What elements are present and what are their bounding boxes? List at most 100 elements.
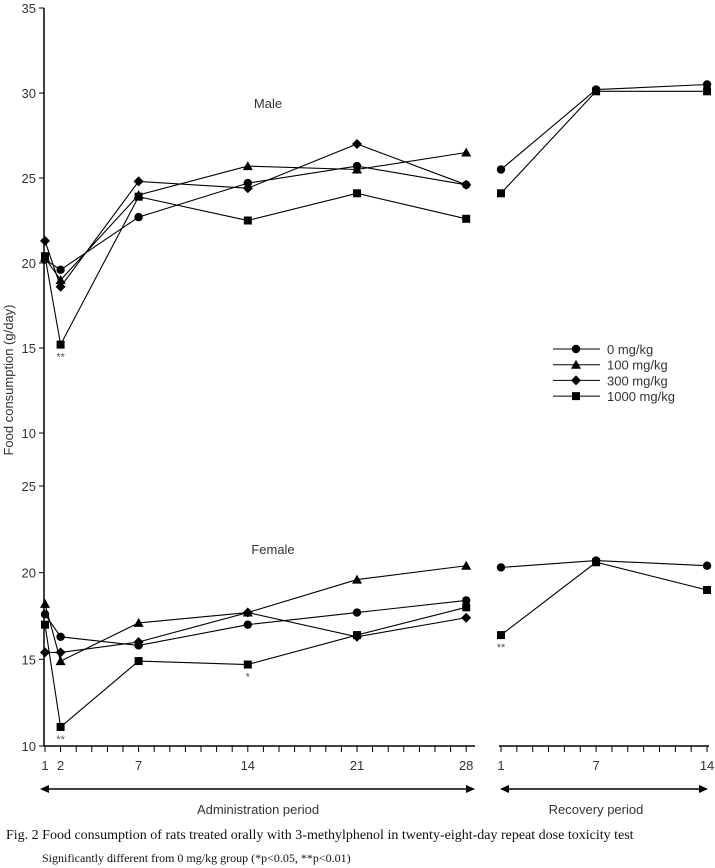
data-point-0-mg-kg bbox=[56, 265, 65, 274]
data-point-1000-mg-kg bbox=[243, 216, 252, 225]
x-tick-label: 1 bbox=[41, 758, 48, 773]
recovery-period-label: Recovery period bbox=[549, 802, 644, 817]
data-point-100-mg-kg bbox=[352, 164, 362, 174]
data-point-recovery-0-mg-kg bbox=[496, 563, 506, 572]
significance-mark: ** bbox=[56, 734, 65, 746]
data-point-300-mg-kg bbox=[40, 647, 50, 658]
data-point-1000-mg-kg bbox=[56, 722, 65, 731]
data-point-recovery-0-mg-kg bbox=[496, 165, 506, 174]
y-tick-label: 20 bbox=[22, 566, 36, 581]
significance-mark: ** bbox=[497, 642, 506, 654]
x-tick-label: 28 bbox=[459, 758, 473, 773]
series-line-recovery-0-mg-kg bbox=[500, 83, 708, 170]
recovery-arrow-right bbox=[699, 785, 708, 793]
y-tick-label: 20 bbox=[22, 256, 36, 271]
data-point-recovery-1000-mg-kg bbox=[497, 189, 505, 198]
series-line-100-mg-kg bbox=[44, 151, 467, 281]
data-point-recovery-1000-mg-kg bbox=[497, 631, 505, 640]
legend-label: 0 mg/kg bbox=[607, 342, 653, 357]
data-point-100-mg-kg bbox=[55, 275, 66, 284]
data-point-0-mg-kg bbox=[352, 608, 362, 617]
y-tick-label: 10 bbox=[22, 426, 36, 441]
y-tick-label: 15 bbox=[22, 652, 36, 667]
x-tick-label: 7 bbox=[592, 758, 599, 773]
series-line-300-mg-kg bbox=[45, 611, 467, 653]
legend-label: 1000 mg/kg bbox=[607, 389, 675, 404]
y-tick-label: 35 bbox=[22, 1, 36, 16]
data-point-300-mg-kg bbox=[242, 183, 253, 194]
data-point-1000-mg-kg bbox=[243, 660, 252, 669]
legend-marker bbox=[571, 344, 581, 354]
legend-marker bbox=[571, 375, 581, 386]
data-point-recovery-0-mg-kg bbox=[702, 561, 712, 570]
data-point-100-mg-kg bbox=[40, 598, 50, 608]
data-point-0-mg-kg bbox=[134, 212, 143, 222]
x-tick-label: 7 bbox=[135, 758, 142, 773]
panel-title-male: Male bbox=[254, 96, 282, 111]
data-point-1000-mg-kg bbox=[56, 340, 65, 349]
significance-mark: ** bbox=[56, 352, 65, 364]
legend-marker bbox=[571, 359, 581, 369]
data-point-1000-mg-kg bbox=[462, 603, 471, 612]
data-point-300-mg-kg bbox=[133, 637, 144, 647]
y-tick-label: 25 bbox=[22, 479, 36, 494]
x-tick-label: 14 bbox=[241, 758, 255, 773]
series-line-0-mg-kg bbox=[44, 599, 467, 647]
y-tick-label: 25 bbox=[22, 171, 36, 186]
data-point-1000-mg-kg bbox=[353, 189, 361, 198]
data-point-300-mg-kg bbox=[133, 176, 144, 187]
x-tick-label: 1 bbox=[497, 758, 504, 773]
data-point-0-mg-kg bbox=[56, 632, 65, 641]
panel-title-female: Female bbox=[251, 542, 294, 557]
series-line-1000-mg-kg bbox=[44, 192, 467, 347]
x-tick-label: 14 bbox=[700, 758, 714, 773]
caption-line-1: Fig. 2 Food consumption of rats treated … bbox=[6, 828, 634, 843]
data-point-0-mg-kg bbox=[462, 596, 471, 605]
data-point-recovery-1000-mg-kg bbox=[592, 558, 601, 567]
x-tick-label: 2 bbox=[57, 758, 64, 773]
data-point-1000-mg-kg bbox=[41, 620, 49, 629]
data-point-100-mg-kg bbox=[461, 560, 472, 570]
series-line-recovery-1000-mg-kg bbox=[500, 561, 708, 636]
data-point-recovery-1000-mg-kg bbox=[592, 87, 601, 96]
data-point-1000-mg-kg bbox=[134, 192, 143, 201]
y-axis-label: Food consumption (g/day) bbox=[1, 304, 16, 455]
x-tick-label: 21 bbox=[350, 758, 364, 773]
y-tick-label: 30 bbox=[22, 86, 36, 101]
data-point-recovery-0-mg-kg bbox=[702, 80, 712, 89]
data-point-recovery-1000-mg-kg bbox=[703, 87, 712, 96]
data-point-300-mg-kg bbox=[55, 647, 66, 658]
admin-arrow-right bbox=[466, 785, 475, 793]
data-point-1000-mg-kg bbox=[134, 657, 143, 666]
y-tick-label: 15 bbox=[22, 341, 36, 356]
legend-label: 300 mg/kg bbox=[607, 373, 668, 388]
data-point-100-mg-kg bbox=[461, 147, 472, 157]
series-line-100-mg-kg bbox=[44, 565, 467, 662]
data-point-100-mg-kg bbox=[352, 574, 362, 584]
data-point-0-mg-kg bbox=[243, 620, 252, 629]
series-line-recovery-1000-mg-kg bbox=[500, 90, 708, 194]
caption-line-2: Significantly different from 0 mg/kg gro… bbox=[42, 851, 351, 865]
data-point-1000-mg-kg bbox=[462, 214, 471, 223]
data-point-300-mg-kg bbox=[55, 281, 66, 292]
data-point-300-mg-kg bbox=[242, 607, 253, 618]
data-point-100-mg-kg bbox=[133, 617, 144, 627]
legend-label: 100 mg/kg bbox=[607, 358, 668, 373]
data-point-300-mg-kg bbox=[461, 179, 472, 190]
significance-mark: * bbox=[246, 672, 251, 684]
data-point-1000-mg-kg bbox=[353, 631, 361, 640]
legend-marker bbox=[572, 392, 580, 401]
data-point-300-mg-kg bbox=[461, 612, 472, 623]
series-line-300-mg-kg bbox=[44, 143, 467, 288]
admin-arrow-left bbox=[40, 785, 49, 793]
data-point-1000-mg-kg bbox=[41, 252, 49, 261]
series-line-1000-mg-kg bbox=[44, 606, 467, 728]
data-point-100-mg-kg bbox=[55, 656, 66, 666]
data-point-0-mg-kg bbox=[243, 178, 252, 188]
data-point-100-mg-kg bbox=[242, 161, 253, 171]
data-point-300-mg-kg bbox=[352, 139, 362, 149]
data-point-recovery-1000-mg-kg bbox=[703, 586, 712, 594]
recovery-arrow-left bbox=[500, 785, 509, 793]
admin-period-label: Administration period bbox=[197, 802, 319, 817]
